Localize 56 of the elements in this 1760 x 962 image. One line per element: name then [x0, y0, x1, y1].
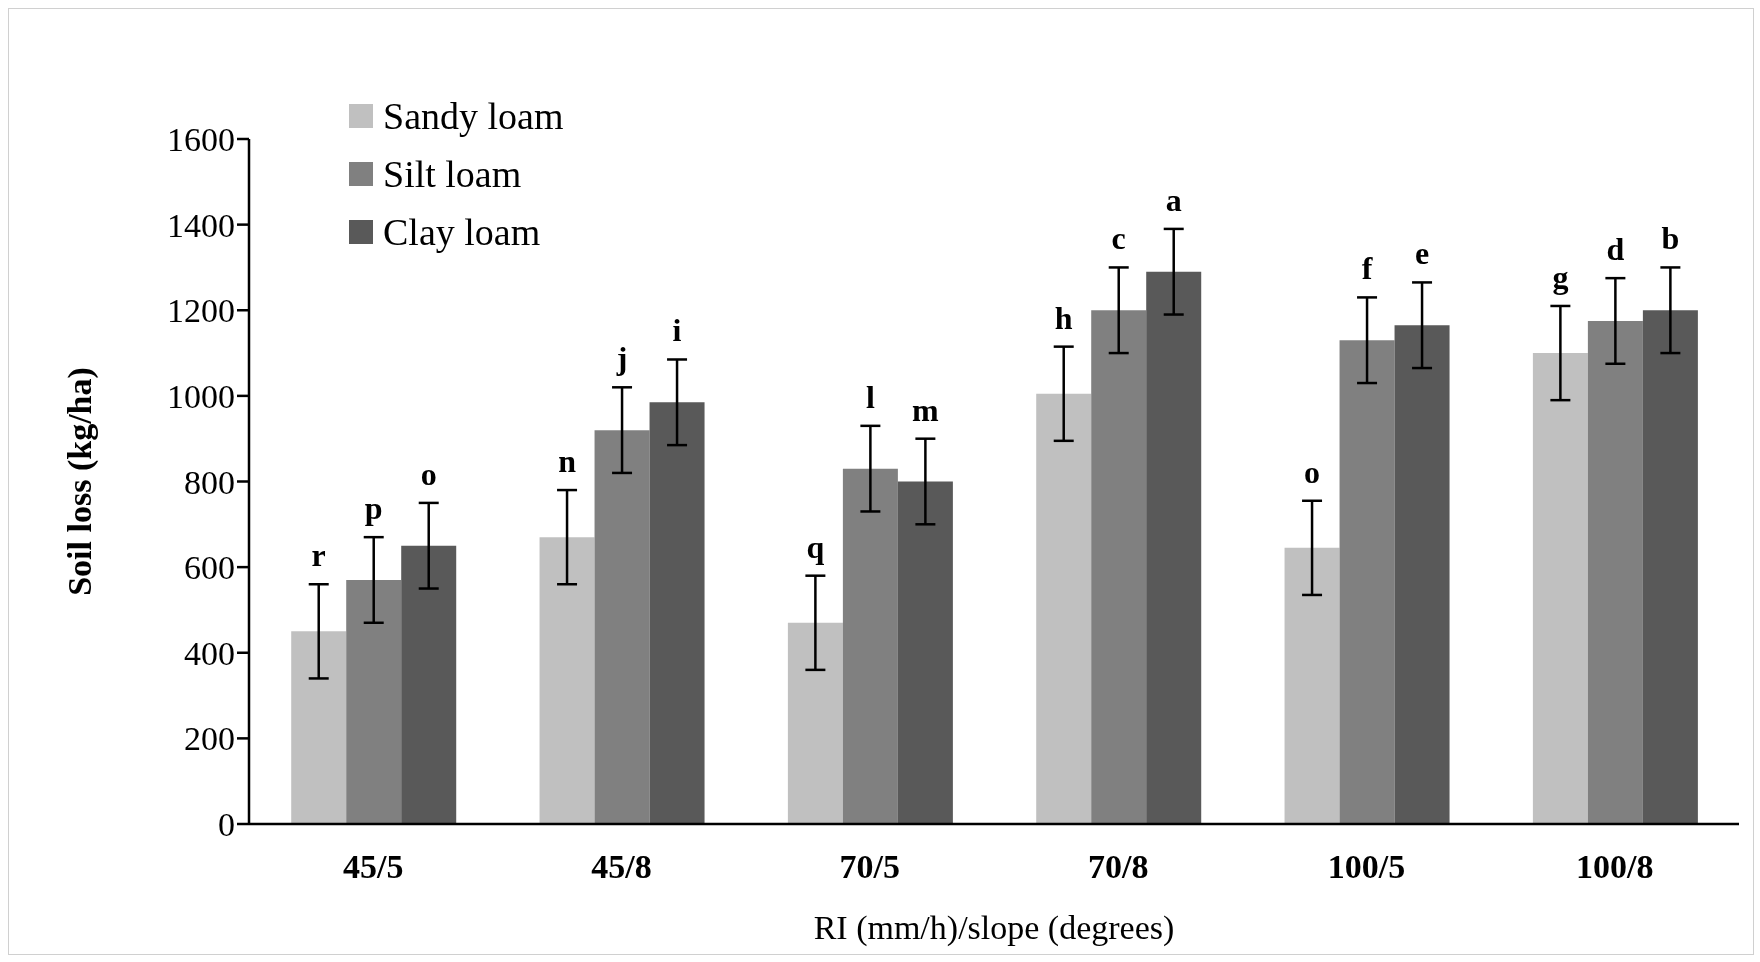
annotation: o — [420, 455, 437, 492]
annotation: j — [615, 340, 628, 377]
annotation: f — [1361, 250, 1373, 287]
annotation: d — [1606, 231, 1625, 268]
bar — [1394, 325, 1450, 824]
x-tick-label: 100/8 — [1576, 848, 1654, 886]
bar — [1284, 547, 1340, 824]
y-tick-label: 800 — [184, 463, 235, 501]
legend-label: Sandy loam — [383, 94, 564, 138]
y-tick-label: 600 — [184, 549, 235, 587]
y-tick-label: 1200 — [167, 292, 235, 330]
annotation: q — [806, 528, 825, 565]
annotation: n — [558, 443, 577, 480]
bar — [1532, 353, 1588, 824]
y-tick-label: 200 — [184, 720, 235, 758]
bar — [1339, 340, 1395, 824]
annotation: i — [672, 312, 682, 349]
annotation: h — [1054, 299, 1073, 336]
x-axis-title: RI (mm/h)/slope (degrees) — [813, 909, 1175, 947]
bar — [897, 481, 953, 824]
annotation: b — [1661, 220, 1680, 257]
bar — [291, 631, 347, 824]
y-tick-label: 1000 — [167, 377, 235, 415]
x-tick-label: 45/8 — [591, 848, 652, 886]
annotation: a — [1165, 181, 1182, 218]
annotation: c — [1111, 220, 1126, 257]
bar — [1091, 310, 1147, 824]
y-tick-label: 400 — [184, 634, 235, 672]
bar — [539, 537, 595, 824]
annotation: m — [912, 391, 940, 428]
legend-label: Silt loam — [383, 152, 522, 196]
bar — [787, 622, 843, 824]
y-axis-title: Soil loss (kg/ha) — [61, 367, 100, 596]
bar — [401, 545, 457, 824]
annotation: p — [364, 490, 383, 527]
bar — [594, 430, 650, 824]
bar — [1146, 271, 1202, 824]
annotation: g — [1552, 258, 1569, 295]
y-tick-label: 0 — [218, 806, 235, 844]
legend-label: Clay loam — [383, 210, 541, 254]
x-tick-label: 100/5 — [1327, 848, 1406, 886]
bar — [842, 468, 898, 824]
x-tick-label: 70/8 — [1087, 848, 1149, 886]
bar — [649, 402, 705, 824]
x-tick-label: 45/5 — [342, 848, 404, 886]
annotation: o — [1304, 453, 1321, 490]
bar — [1587, 320, 1643, 824]
annotation: l — [865, 378, 875, 415]
bar — [1642, 310, 1698, 824]
annotation: r — [311, 537, 326, 574]
x-tick-label: 70/5 — [839, 848, 901, 886]
y-tick-label: 1600 — [167, 121, 235, 159]
bar — [1036, 393, 1092, 824]
bar — [346, 579, 402, 824]
annotation: e — [1414, 235, 1430, 272]
y-tick-label: 1400 — [167, 206, 235, 244]
